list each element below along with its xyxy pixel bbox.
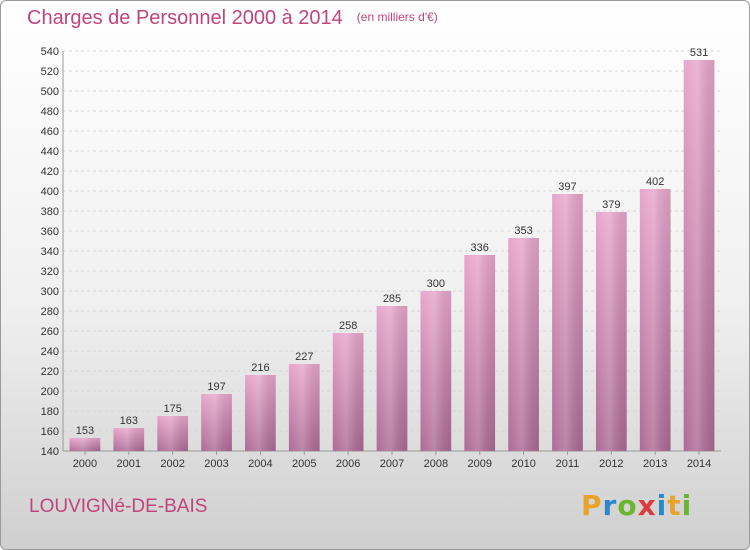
- bar-value-label: 379: [602, 199, 620, 211]
- x-tick-label: 2013: [643, 458, 667, 470]
- chart-title: Charges de Personnel 2000 à 2014 (en mill…: [27, 7, 438, 29]
- bar-sheen: [639, 189, 671, 451]
- chart-subtitle: (en milliers d'€): [356, 10, 438, 24]
- y-tick-label: 260: [41, 326, 59, 338]
- x-tick-label: 2008: [424, 458, 448, 470]
- location-name: LOUVIGNé-DE-BAIS: [29, 496, 208, 517]
- bar-sheen: [376, 306, 408, 451]
- x-tick-label: 2011: [556, 458, 580, 470]
- y-tick-label: 440: [41, 146, 59, 158]
- y-tick-label: 280: [41, 306, 59, 318]
- bar-sheen: [288, 364, 320, 451]
- y-tick-label: 380: [41, 206, 59, 218]
- y-tick-label: 140: [41, 446, 59, 458]
- x-tick-label: 2014: [687, 458, 711, 470]
- bar-value-label: 258: [339, 320, 357, 332]
- y-tick-label: 460: [41, 126, 59, 138]
- logo-letter: x: [637, 489, 657, 522]
- x-tick-label: 2005: [292, 458, 316, 470]
- bar-value-label: 353: [514, 225, 532, 237]
- proxiti-logo: Proxiti: [581, 489, 692, 522]
- logo-letter: i: [681, 489, 693, 522]
- x-tick-label: 2010: [511, 458, 535, 470]
- logo-letter: P: [581, 489, 603, 522]
- bar-sheen: [552, 194, 583, 451]
- logo-letter: i: [656, 489, 668, 522]
- bar-value-label: 397: [558, 181, 576, 193]
- y-tick-label: 240: [41, 346, 59, 358]
- bar-value-label: 163: [120, 415, 138, 427]
- bar-sheen: [595, 212, 627, 451]
- bar-sheen: [157, 416, 189, 451]
- y-tick-label: 480: [41, 106, 59, 118]
- x-tick-label: 2009: [467, 458, 491, 470]
- bar-sheen: [420, 291, 452, 451]
- y-tick-label: 160: [41, 426, 59, 438]
- bar-sheen: [683, 60, 715, 451]
- y-tick-label: 360: [41, 226, 59, 238]
- y-tick-label: 220: [41, 366, 59, 378]
- y-tick-label: 200: [41, 386, 59, 398]
- y-tick-label: 180: [41, 406, 59, 418]
- y-tick-label: 540: [41, 46, 59, 58]
- bar-value-label: 285: [383, 293, 401, 305]
- bar-value-label: 153: [76, 425, 94, 437]
- bar-sheen: [69, 438, 101, 451]
- y-tick-label: 320: [41, 266, 59, 278]
- x-tick-label: 2012: [599, 458, 623, 470]
- y-tick-label: 420: [41, 166, 59, 178]
- bar-sheen: [245, 375, 276, 451]
- x-tick-label: 2004: [248, 458, 272, 470]
- x-tick-label: 2001: [117, 458, 141, 470]
- y-tick-label: 520: [41, 66, 59, 78]
- bar-sheen: [332, 333, 364, 451]
- bar-sheen: [464, 255, 496, 451]
- bar-sheen: [508, 238, 539, 451]
- bar-value-label: 300: [427, 278, 445, 290]
- bar-sheen: [113, 428, 145, 451]
- bar-value-label: 227: [295, 351, 313, 363]
- bar-value-label: 531: [690, 47, 708, 59]
- y-tick-label: 500: [41, 86, 59, 98]
- logo-letter: t: [667, 489, 682, 522]
- y-tick-label: 300: [41, 286, 59, 298]
- y-tick-label: 340: [41, 246, 59, 258]
- x-tick-label: 2000: [73, 458, 97, 470]
- bar-value-label: 216: [251, 362, 269, 374]
- bar-sheen: [201, 394, 232, 451]
- bar-value-label: 197: [207, 381, 225, 393]
- x-tick-label: 2006: [336, 458, 360, 470]
- y-tick-label: 400: [41, 186, 59, 198]
- bar-value-label: 175: [163, 403, 181, 415]
- bar-value-label: 336: [471, 242, 489, 254]
- x-tick-label: 2002: [160, 458, 184, 470]
- logo-letter: o: [617, 489, 638, 522]
- bar-value-label: 402: [646, 176, 664, 188]
- logo-letter: r: [602, 489, 618, 522]
- x-tick-label: 2007: [380, 458, 404, 470]
- x-tick-label: 2003: [204, 458, 228, 470]
